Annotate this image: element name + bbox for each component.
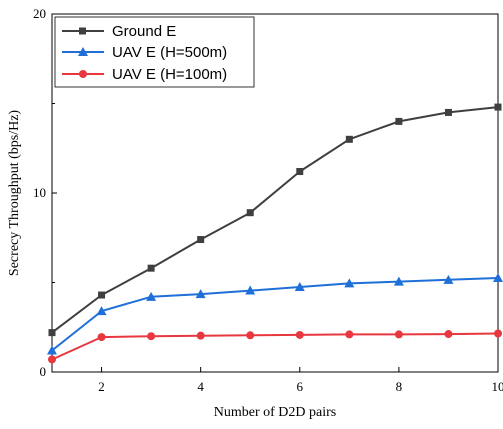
legend-entry-uav-e-100: UAV E (H=100m) bbox=[62, 66, 227, 83]
legend-label-uav-e-100: UAV E (H=100m) bbox=[112, 66, 227, 83]
data-point-square bbox=[246, 209, 254, 217]
data-point-triangle bbox=[195, 289, 206, 299]
data-point-square bbox=[395, 117, 403, 125]
data-point-square bbox=[296, 168, 304, 176]
data-point-square bbox=[494, 103, 502, 111]
legend-square-marker bbox=[79, 27, 86, 35]
data-point-square bbox=[48, 329, 56, 337]
data-point-square bbox=[197, 236, 205, 244]
legend-triangle-marker bbox=[78, 47, 88, 56]
data-point-circle bbox=[345, 330, 354, 339]
y-tick-label: 10 bbox=[33, 185, 46, 200]
data-point-triangle bbox=[146, 291, 157, 301]
y-tick-label: 0 bbox=[40, 364, 47, 379]
data-point-circle bbox=[48, 355, 56, 364]
data-point-triangle bbox=[344, 278, 355, 288]
x-axis-title: Number of D2D pairs bbox=[214, 405, 336, 420]
data-point-circle bbox=[246, 331, 255, 340]
series-line-uav-e-h-100m bbox=[51, 332, 499, 361]
data-point-circle bbox=[394, 330, 403, 339]
data-point-square bbox=[98, 291, 106, 299]
legend-entry-uav-e-500: UAV E (H=500m) bbox=[62, 44, 227, 61]
series-line-uav-e-h-500m bbox=[51, 277, 499, 352]
x-tick-label: 6 bbox=[297, 379, 304, 394]
series-line-ground-e bbox=[51, 106, 499, 334]
y-axis-title: Secrecy Throughput (bps/Hz) bbox=[7, 110, 22, 276]
legend-label-uav-e-500: UAV E (H=500m) bbox=[112, 44, 227, 61]
x-tick-label: 2 bbox=[98, 379, 105, 394]
series-uav-e-h-100m bbox=[48, 329, 502, 364]
x-tick-label: 10 bbox=[492, 379, 503, 394]
data-point-circle bbox=[444, 330, 453, 339]
data-point-square bbox=[147, 264, 155, 272]
legend: Ground E UAV E (H=500m) UAV E (H=100m) bbox=[54, 16, 255, 88]
data-point-triangle bbox=[443, 274, 454, 284]
data-point-square bbox=[444, 108, 452, 116]
data-point-triangle bbox=[294, 281, 305, 291]
legend-circle-marker bbox=[79, 70, 87, 78]
data-point-circle bbox=[295, 330, 304, 339]
series-ground-e bbox=[48, 103, 502, 337]
data-point-circle bbox=[97, 333, 106, 342]
legend-label-ground-e: Ground E bbox=[112, 23, 176, 40]
data-point-square bbox=[345, 135, 353, 143]
data-point-triangle bbox=[493, 273, 503, 283]
data-point-circle bbox=[147, 332, 156, 341]
series-uav-e-h-500m bbox=[47, 273, 503, 355]
data-point-circle bbox=[196, 331, 205, 340]
data-point-triangle bbox=[245, 285, 256, 295]
data-point-triangle bbox=[47, 345, 57, 355]
legend-entry-ground-e: Ground E bbox=[62, 23, 176, 40]
data-point-triangle bbox=[393, 276, 404, 286]
axis-ticks: 2 4 6 8 10 0 10 20 bbox=[33, 6, 503, 394]
data-point-triangle bbox=[96, 306, 107, 316]
y-tick-label: 20 bbox=[33, 6, 46, 21]
x-tick-label: 4 bbox=[197, 379, 204, 394]
data-point-circle bbox=[494, 329, 502, 338]
series-layer bbox=[47, 103, 503, 364]
x-tick-label: 8 bbox=[396, 379, 403, 394]
